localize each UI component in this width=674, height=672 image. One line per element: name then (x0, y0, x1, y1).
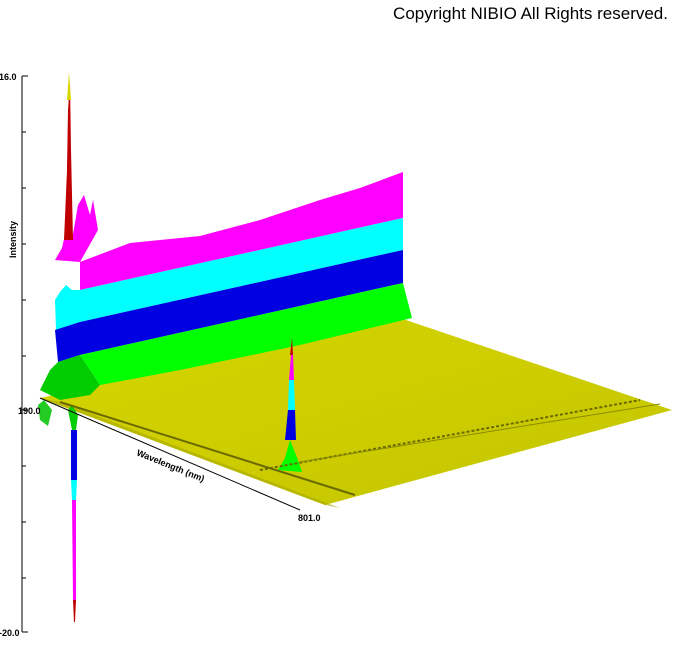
peak-left-magenta (55, 80, 98, 262)
peak-left-blue (55, 322, 80, 362)
floor-ridge-2 (259, 399, 641, 471)
peak-left-green (40, 355, 100, 400)
negative-peak-red (73, 600, 76, 622)
x-axis-line (39, 397, 301, 511)
band-cyan (80, 218, 403, 322)
band-blue (80, 250, 403, 355)
floor-ridge-1 (59, 401, 356, 496)
mid-peak-blue (285, 410, 296, 440)
peak-main-yellow-tip (67, 72, 71, 100)
negative-blob-green (38, 400, 52, 426)
z-tick-top: 16.0 (0, 72, 17, 82)
negative-peak-cyan (71, 480, 77, 500)
mid-peak-cyan (288, 380, 295, 410)
x-tick-start: 190.0 (18, 406, 41, 416)
mid-peak-red-tip (290, 338, 293, 355)
x-tick-end: 801.0 (298, 513, 321, 523)
floor-ridge-3 (299, 403, 661, 463)
negative-peak-blue (71, 430, 77, 480)
mid-peak-magenta (289, 355, 294, 380)
band-green (80, 283, 412, 385)
surface-floor-shadow (40, 398, 340, 508)
z-axis-ticks (22, 75, 28, 633)
y-axis-title: Intensity (8, 221, 18, 258)
copyright-notice: Copyright NIBIO All Rights reserved. (393, 4, 668, 23)
peak-main-red (64, 82, 73, 240)
peak-left-cyan (55, 285, 80, 330)
z-tick-bottom: -20.0 (0, 628, 20, 638)
band-magenta (80, 172, 403, 290)
negative-peak-magenta (72, 500, 76, 600)
